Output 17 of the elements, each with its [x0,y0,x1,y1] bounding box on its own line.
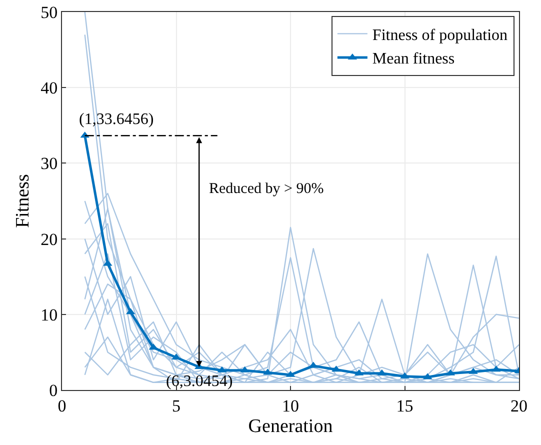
annotation: (1,33.6456) [79,111,154,128]
annotation: (6,3.0454) [166,373,233,390]
y-tick-label: 30 [40,154,58,174]
y-axis-title: Fitness [12,174,34,228]
legend-label: Mean fitness [372,50,455,68]
legend-label: Fitness of population [372,26,508,44]
y-tick-label: 0 [49,380,58,400]
x-tick-label: 15 [396,396,414,416]
x-tick-label: 20 [510,396,528,416]
y-tick-label: 20 [40,230,58,249]
y-tick-label: 50 [40,2,58,22]
x-tick-label: 10 [282,396,299,416]
x-axis-title: Generation [248,416,334,438]
y-tick-label: 40 [40,78,58,98]
annotation: Reduced by > 90% [209,181,324,197]
y-tick-label: 10 [40,305,58,324]
x-tick-label: 5 [172,396,180,416]
